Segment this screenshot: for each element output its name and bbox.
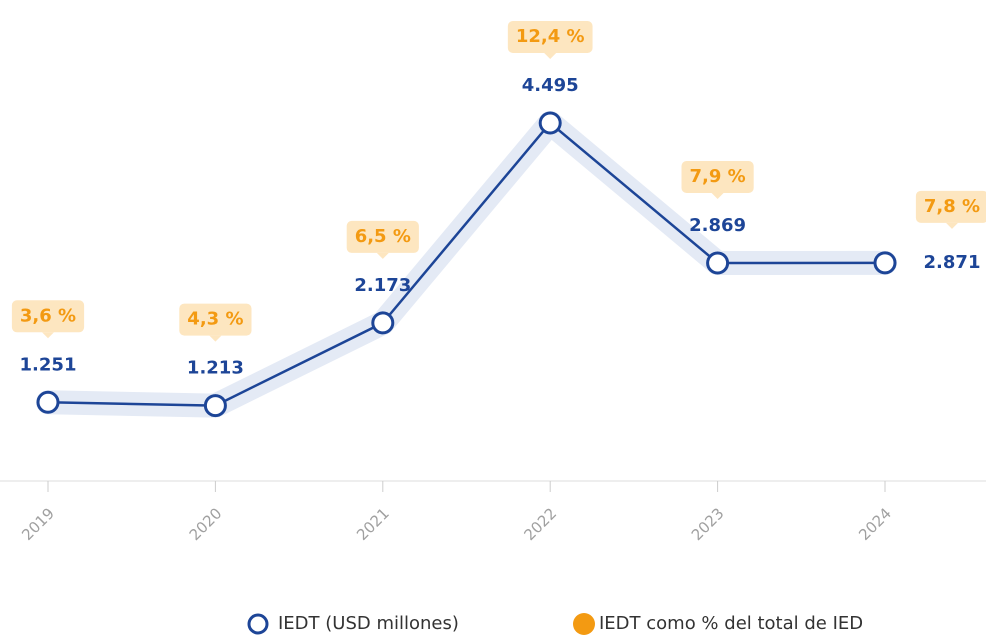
line: [47, 121, 886, 407]
point: [36, 390, 60, 414]
pct-label: 3,6 %: [20, 305, 76, 326]
point: [873, 251, 897, 275]
pct-bubble: [179, 303, 252, 336]
pct-bubble: [507, 21, 593, 53]
value-label: 2.869: [689, 215, 746, 236]
point: [706, 251, 730, 275]
point: [538, 111, 562, 135]
x-tick-label: 2020: [186, 504, 226, 544]
pct-label: 7,9 %: [689, 166, 745, 187]
value-label: 1.251: [20, 354, 77, 375]
pct-badge: 3,6 %: [11, 300, 85, 339]
line-halo: [36, 111, 897, 418]
pct-bubble: [11, 300, 85, 333]
pct-bubble: [681, 160, 754, 193]
value-label: 2.173: [354, 275, 411, 296]
pct-badge: 4,3 %: [179, 303, 252, 342]
pct-pointer: [544, 53, 557, 59]
pct-pointer: [42, 332, 54, 339]
pct-label: 4,3 %: [187, 309, 243, 330]
pct-bubble: [346, 220, 419, 253]
pct-pointer: [209, 335, 222, 342]
pct-bubble: [915, 190, 986, 223]
legend-marker: [573, 613, 595, 635]
value-label: 2.871: [924, 252, 981, 273]
pct-badge: 12,4 %: [507, 21, 593, 59]
pct-pointer: [711, 192, 724, 199]
x-tick-label: 2023: [688, 504, 728, 544]
pct-label: 7,8 %: [924, 196, 980, 217]
point: [203, 394, 227, 418]
x-tick-label: 2021: [353, 504, 393, 544]
legend-label: IEDT como % del total de IED: [599, 613, 863, 634]
pct-label: 12,4 %: [516, 26, 585, 47]
x-tick-label: 2022: [520, 504, 560, 544]
pct-badge: 7,8 %: [915, 190, 986, 229]
legend-label: IEDT (USD millones): [278, 613, 459, 634]
x-tick-label: 2019: [18, 504, 58, 544]
pct-pointer: [946, 222, 958, 229]
x-tick-label: 2024: [855, 504, 895, 544]
point: [371, 311, 395, 335]
pct-badge: 7,9 %: [681, 160, 754, 199]
value-label: 4.495: [522, 75, 579, 96]
pct-label: 6,5 %: [355, 226, 411, 247]
value-label: 1.213: [187, 358, 244, 379]
pct-pointer: [376, 252, 389, 259]
pct-badge: 6,5 %: [346, 220, 419, 259]
legend-marker: [247, 613, 269, 635]
